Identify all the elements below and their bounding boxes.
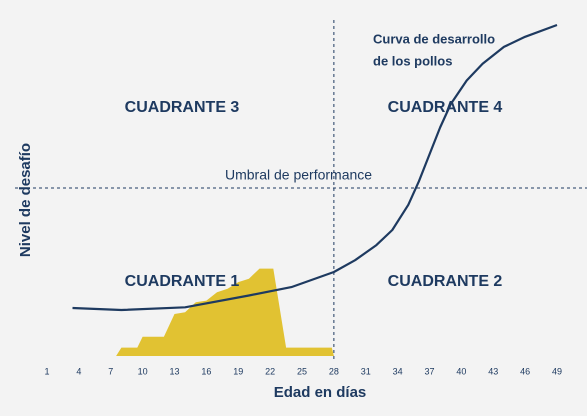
y-axis-label: Nivel de desafío [17, 143, 34, 257]
x-tick-label: 25 [297, 366, 307, 376]
quadrant-label: CUADRANTE 4 [388, 99, 503, 116]
curve-label: Curva de desarrollo [373, 31, 495, 46]
x-tick-label: 49 [552, 366, 562, 376]
x-tick-label: 10 [138, 366, 148, 376]
x-axis-label: Edad en días [274, 384, 367, 401]
x-tick-label: 31 [361, 366, 371, 376]
quadrant-label: CUADRANTE 3 [125, 99, 240, 116]
x-tick-label: 37 [424, 366, 434, 376]
curve-label: de los pollos [373, 53, 452, 68]
x-tick-label: 46 [520, 366, 530, 376]
x-tick-label: 1 [44, 366, 49, 376]
x-tick-label: 16 [201, 366, 211, 376]
x-tick-label: 43 [488, 366, 498, 376]
threshold-label: Umbral de performance [225, 167, 372, 183]
x-tick-label: 7 [108, 366, 113, 376]
x-tick-label: 22 [265, 366, 275, 376]
quadrant-label: CUADRANTE 1 [125, 273, 240, 290]
curve [72, 23, 558, 312]
area [116, 268, 334, 356]
quadrant-label: CUADRANTE 2 [388, 273, 503, 290]
x-tick-label: 13 [169, 366, 179, 376]
x-tick-label: 4 [76, 366, 81, 376]
x-tick-label: 40 [456, 366, 466, 376]
x-tick-label: 19 [233, 366, 243, 376]
x-tick-label: 34 [393, 366, 403, 376]
x-tick-label: 28 [329, 366, 339, 376]
